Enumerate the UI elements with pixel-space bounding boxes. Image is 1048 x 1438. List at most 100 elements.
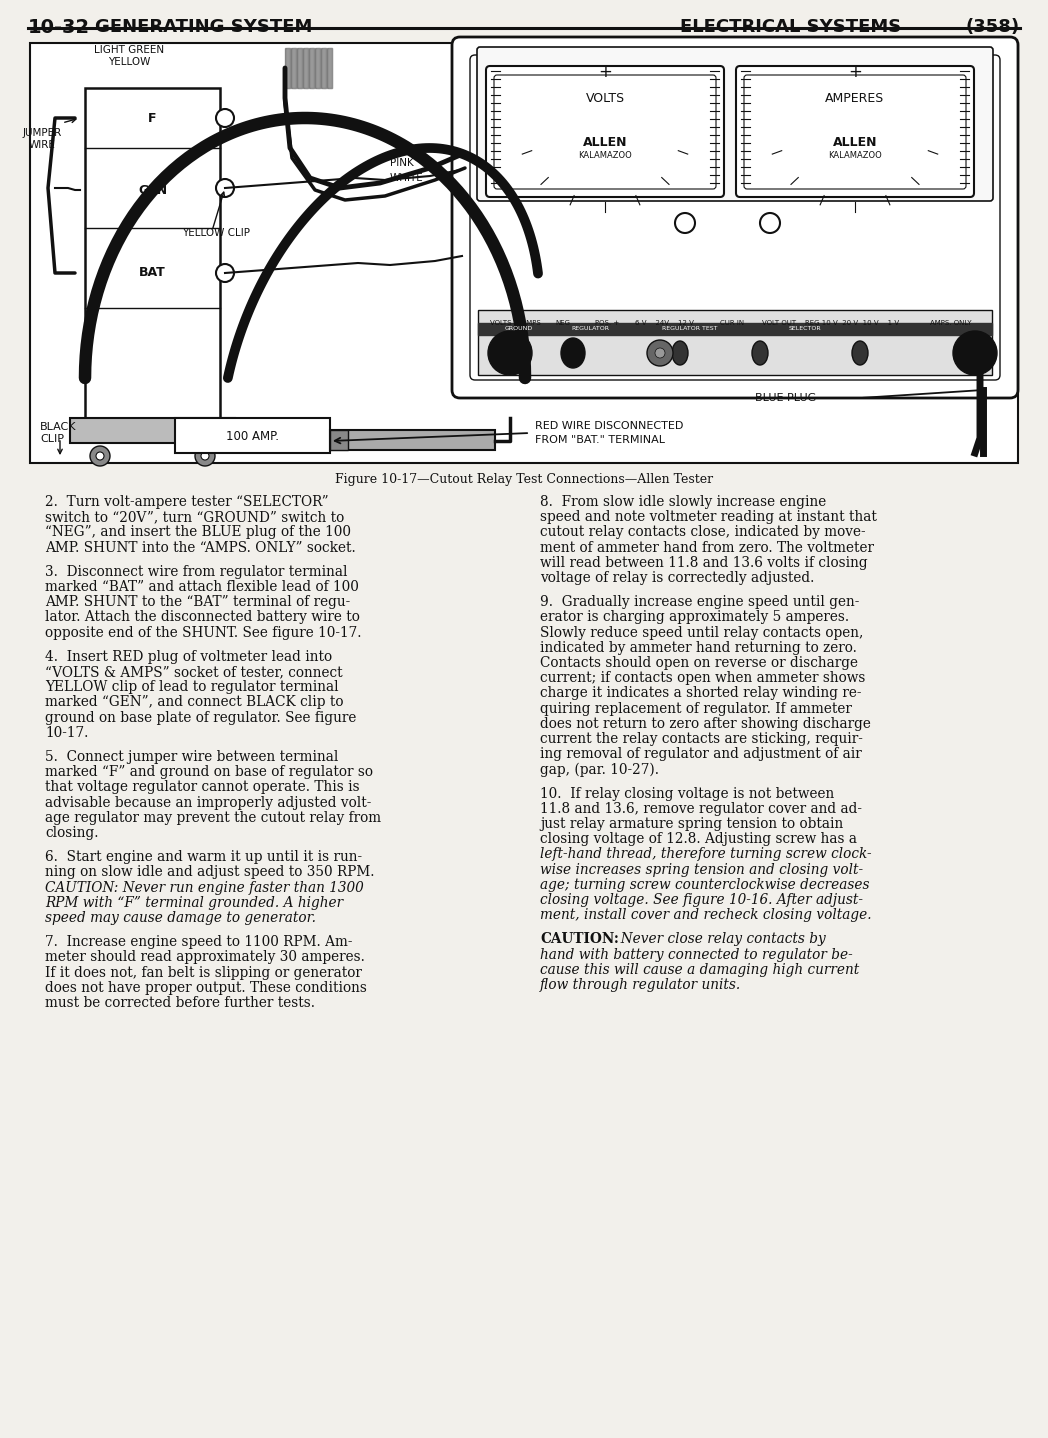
Bar	[316, 47, 320, 88]
Text: (358): (358)	[966, 19, 1020, 36]
Text: CUR IN: CUR IN	[720, 321, 744, 326]
Text: speed may cause damage to generator.: speed may cause damage to generator.	[45, 912, 316, 925]
FancyBboxPatch shape	[486, 66, 724, 197]
FancyBboxPatch shape	[470, 55, 1000, 380]
Text: charge it indicates a shorted relay winding re-: charge it indicates a shorted relay wind…	[540, 686, 861, 700]
Text: NEG: NEG	[555, 321, 570, 326]
Text: REGULATOR TEST: REGULATOR TEST	[662, 326, 718, 332]
Text: GENERATING SYSTEM: GENERATING SYSTEM	[95, 19, 312, 36]
Text: 5.  Connect jumper wire between terminal: 5. Connect jumper wire between terminal	[45, 751, 339, 764]
Text: 7.  Increase engine speed to 1100 RPM. Am-: 7. Increase engine speed to 1100 RPM. Am…	[45, 935, 352, 949]
Text: ALLEN: ALLEN	[583, 137, 628, 150]
Text: 11.8 and 13.6, remove regulator cover and ad-: 11.8 and 13.6, remove regulator cover an…	[540, 802, 863, 815]
Text: RPM with “F” terminal grounded. A higher: RPM with “F” terminal grounded. A higher	[45, 896, 343, 910]
Circle shape	[216, 109, 234, 127]
Text: KALAMAZOO: KALAMAZOO	[578, 151, 632, 161]
Bar	[330, 430, 348, 450]
Text: advisable because an improperly adjusted volt-: advisable because an improperly adjusted…	[45, 795, 371, 810]
Text: wise increases spring tension and closing volt-: wise increases spring tension and closin…	[540, 863, 864, 877]
Bar	[291, 47, 296, 88]
Bar	[85, 88, 220, 418]
Text: LIGHT GREEN: LIGHT GREEN	[94, 45, 165, 55]
Text: BLUE PLUG—: BLUE PLUG—	[755, 393, 827, 403]
Text: KALAMAZOO: KALAMAZOO	[828, 151, 881, 161]
Text: ing removal of regulator and adjustment of air: ing removal of regulator and adjustment …	[540, 748, 861, 761]
Text: AMPS. ONLY: AMPS. ONLY	[930, 321, 971, 326]
Text: cutout relay contacts close, indicated by move-: cutout relay contacts close, indicated b…	[540, 525, 866, 539]
Text: Slowly reduce speed until relay contacts open,: Slowly reduce speed until relay contacts…	[540, 626, 864, 640]
Text: age; turning screw counterclockwise decreases: age; turning screw counterclockwise decr…	[540, 877, 870, 892]
Text: marked “F” and ground on base of regulator so: marked “F” and ground on base of regulat…	[45, 765, 373, 779]
Text: BLACK
CLIP: BLACK CLIP	[40, 421, 77, 444]
Text: gap, (par. 10-27).: gap, (par. 10-27).	[540, 762, 659, 777]
Bar	[323, 47, 326, 88]
Text: current; if contacts open when ammeter shows: current; if contacts open when ammeter s…	[540, 672, 866, 684]
Text: 10.  If relay closing voltage is not between: 10. If relay closing voltage is not betw…	[540, 787, 834, 801]
Text: 9.  Gradually increase engine speed until gen-: 9. Gradually increase engine speed until…	[540, 595, 859, 610]
Text: +: +	[598, 63, 612, 81]
Text: BAT: BAT	[139, 266, 166, 279]
Text: marked “BAT” and attach flexible lead of 100: marked “BAT” and attach flexible lead of…	[45, 580, 358, 594]
Text: 6.  Start engine and warm it up until it is run-: 6. Start engine and warm it up until it …	[45, 850, 363, 864]
Text: lator. Attach the disconnected battery wire to: lator. Attach the disconnected battery w…	[45, 610, 359, 624]
Circle shape	[488, 331, 532, 375]
Text: does not return to zero after showing discharge: does not return to zero after showing di…	[540, 716, 871, 731]
Bar	[327, 47, 332, 88]
Text: F: F	[148, 112, 157, 125]
Bar	[309, 47, 314, 88]
Text: AMPERES: AMPERES	[826, 92, 885, 105]
Text: AMP. SHUNT into the “AMPS. ONLY” socket.: AMP. SHUNT into the “AMPS. ONLY” socket.	[45, 541, 355, 555]
Text: ment of ammeter hand from zero. The voltmeter: ment of ammeter hand from zero. The volt…	[540, 541, 874, 555]
Text: must be corrected before further tests.: must be corrected before further tests.	[45, 997, 315, 1009]
FancyBboxPatch shape	[494, 75, 716, 188]
Text: Figure 10-17—Cutout Relay Test Connections—Allen Tester: Figure 10-17—Cutout Relay Test Connectio…	[335, 473, 713, 486]
Text: ALLEN: ALLEN	[833, 137, 877, 150]
Circle shape	[216, 178, 234, 197]
Text: hand with battery connected to regulator be-: hand with battery connected to regulator…	[540, 948, 853, 962]
Text: 100 AMP.: 100 AMP.	[225, 430, 279, 443]
Text: REG 10 V  20 V  10 V    1 V: REG 10 V 20 V 10 V 1 V	[805, 321, 899, 326]
Text: age regulator may prevent the cutout relay from: age regulator may prevent the cutout rel…	[45, 811, 381, 825]
Bar	[293, 47, 296, 88]
Text: YELLOW clip of lead to regulator terminal: YELLOW clip of lead to regulator termina…	[45, 680, 339, 695]
Text: AMP. SHUNT to the “BAT” terminal of regu-: AMP. SHUNT to the “BAT” terminal of regu…	[45, 595, 350, 610]
Circle shape	[655, 348, 665, 358]
Text: opposite end of the SHUNT. See figure 10-17.: opposite end of the SHUNT. See figure 10…	[45, 626, 362, 640]
Text: VOLT OUT: VOLT OUT	[762, 321, 796, 326]
Text: “NEG”, and insert the BLUE plug of the 100: “NEG”, and insert the BLUE plug of the 1…	[45, 525, 351, 539]
Text: If it does not, fan belt is slipping or generator: If it does not, fan belt is slipping or …	[45, 965, 362, 979]
Text: ning on slow idle and adjust speed to 350 RPM.: ning on slow idle and adjust speed to 35…	[45, 866, 374, 880]
Text: JUMPER
WIRE: JUMPER WIRE	[22, 128, 62, 150]
Circle shape	[90, 446, 110, 466]
Bar	[285, 47, 290, 88]
Text: YELLOW: YELLOW	[108, 58, 150, 68]
Text: GROUND: GROUND	[505, 326, 533, 332]
Bar	[287, 47, 290, 88]
Text: CAUTION:: CAUTION:	[540, 932, 619, 946]
Bar	[329, 47, 332, 88]
Text: flow through regulator units.: flow through regulator units.	[540, 978, 741, 992]
Circle shape	[201, 452, 209, 460]
Text: VOLTS & AMPS: VOLTS & AMPS	[490, 321, 541, 326]
Text: that voltage regulator cannot operate. This is: that voltage regulator cannot operate. T…	[45, 781, 359, 794]
Ellipse shape	[672, 341, 687, 365]
Bar	[330, 430, 495, 450]
Text: switch to “20V”, turn “GROUND” switch to: switch to “20V”, turn “GROUND” switch to	[45, 510, 344, 525]
Text: indicated by ammeter hand returning to zero.: indicated by ammeter hand returning to z…	[540, 641, 857, 654]
Circle shape	[216, 265, 234, 282]
Text: current the relay contacts are sticking, requir-: current the relay contacts are sticking,…	[540, 732, 863, 746]
Text: closing voltage. See figure 10-16. After adjust-: closing voltage. See figure 10-16. After…	[540, 893, 863, 907]
Text: ment, install cover and recheck closing voltage.: ment, install cover and recheck closing …	[540, 909, 872, 922]
Bar	[70, 418, 235, 443]
FancyBboxPatch shape	[452, 37, 1018, 398]
Text: WHITE: WHITE	[390, 173, 423, 183]
Text: erator is charging approximately 5 amperes.: erator is charging approximately 5 amper…	[540, 610, 849, 624]
Text: meter should read approximately 30 amperes.: meter should read approximately 30 amper…	[45, 951, 365, 965]
Circle shape	[953, 331, 997, 375]
Text: voltage of relay is correctedly adjusted.: voltage of relay is correctedly adjusted…	[540, 571, 814, 585]
Text: quiring replacement of regulator. If ammeter: quiring replacement of regulator. If amm…	[540, 702, 852, 716]
Bar	[299, 47, 302, 88]
FancyBboxPatch shape	[477, 47, 994, 201]
Bar	[175, 418, 330, 453]
Text: does not have proper output. These conditions: does not have proper output. These condi…	[45, 981, 367, 995]
